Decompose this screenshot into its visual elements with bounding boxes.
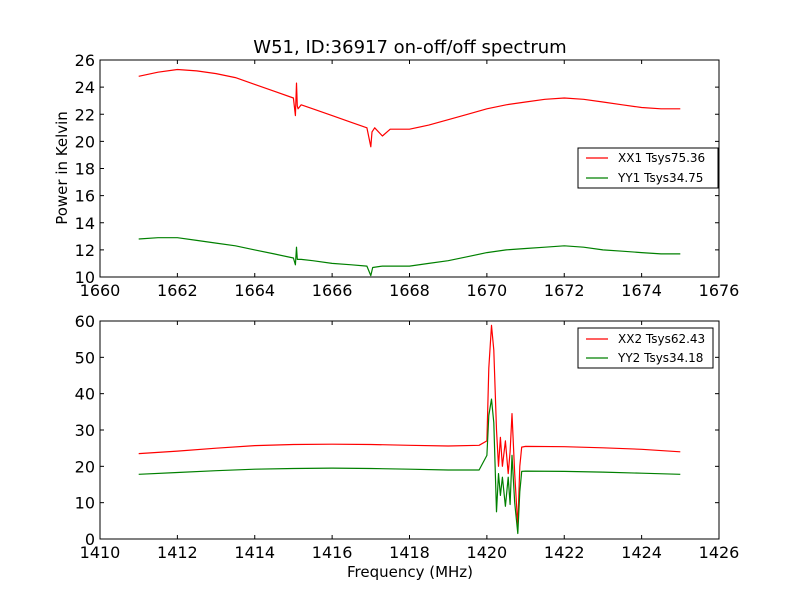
top-y-axis-label: Power in Kelvin: [53, 111, 71, 225]
top-x-tick-label-8: 1676: [699, 281, 740, 300]
top-y-tick-label-5: 20: [75, 132, 95, 151]
top-y-tick-label-4: 18: [75, 160, 95, 179]
top-series-line-1: [138, 237, 681, 277]
top-x-tick-label-0: 1660: [80, 281, 121, 300]
top-x-tick-label-5: 1670: [467, 281, 508, 300]
bottom-x-tick-label-7: 1424: [621, 543, 662, 562]
top-series-line-0: [138, 68, 681, 148]
bottom-legend-label-1: YY2 Tsys34.18: [617, 351, 703, 365]
bottom-series-line-0: [138, 324, 681, 527]
top-x-tick-label-2: 1664: [234, 281, 275, 300]
top-y-tick-label-1: 12: [75, 241, 95, 260]
bottom-x-tick-label-2: 1414: [234, 543, 275, 562]
bottom-y-tick-label-5: 50: [75, 348, 95, 367]
bottom-legend-box: [577, 327, 714, 369]
bottom-x-tick-label-4: 1418: [389, 543, 430, 562]
bottom-y-tick-label-4: 40: [75, 385, 95, 404]
top-y-tick-label-3: 16: [75, 187, 95, 206]
top-series-lines: [138, 68, 681, 277]
top-y-tick-label-6: 22: [75, 105, 95, 124]
top-legend-label-1: YY1 Tsys34.75: [617, 171, 703, 185]
bottom-x-tick-label-8: 1426: [699, 543, 740, 562]
bottom-x-tick-label-6: 1422: [544, 543, 585, 562]
bottom-series-line-1: [138, 398, 681, 535]
bottom-series-lines: [138, 324, 681, 535]
top-plot: 1660 1662 1664 1666 1668 1670 1672 1674 1676 10 12…: [53, 51, 739, 300]
top-y-tick-label-0: 10: [75, 268, 95, 287]
bottom-y-tick-label-2: 20: [75, 457, 95, 476]
top-y-tick-label-8: 26: [75, 51, 95, 70]
bottom-y-tick-label-1: 10: [75, 494, 95, 513]
top-y-tick-label-2: 14: [75, 214, 95, 233]
top-legend: XX1 Tsys75.36 YY1 Tsys34.75: [577, 147, 719, 189]
bottom-y-tick-label-3: 30: [75, 421, 95, 440]
bottom-x-tick-label-1: 1412: [157, 543, 198, 562]
top-legend-label-0: XX1 Tsys75.36: [618, 151, 705, 165]
top-x-tick-label-4: 1668: [389, 281, 430, 300]
top-x-tick-label-6: 1672: [544, 281, 585, 300]
bottom-x-tick-label-3: 1416: [312, 543, 353, 562]
bottom-x-axis-label: Frequency (MHz): [347, 563, 473, 581]
figure-title: W51, ID:36917 on-off/off spectrum: [253, 37, 566, 58]
bottom-x-tick-label-5: 1420: [467, 543, 508, 562]
bottom-axis-ticks: 1410 1412 1414 1416 1418 1420 1422 1424 1426 0 10 2…: [75, 312, 740, 562]
top-legend-box: [577, 147, 719, 189]
top-x-tick-label-1: 1662: [157, 281, 198, 300]
bottom-y-tick-label-0: 0: [85, 530, 95, 549]
top-x-tick-label-7: 1674: [621, 281, 662, 300]
top-x-tick-label-3: 1666: [312, 281, 353, 300]
bottom-y-tick-label-6: 60: [75, 312, 95, 331]
top-axis-ticks: 1660 1662 1664 1666 1668 1670 1672 1674 1676 10 12…: [75, 51, 740, 300]
bottom-legend: XX2 Tsys62.43 YY2 Tsys34.18: [577, 327, 714, 369]
top-y-tick-label-7: 24: [75, 78, 95, 97]
bottom-plot: 1410 1412 1414 1416 1418 1420 1422 1424 1426 0 10 2…: [75, 312, 740, 581]
bottom-legend-label-0: XX2 Tsys62.43: [618, 332, 705, 346]
bottom-x-tick-label-0: 1410: [80, 543, 121, 562]
